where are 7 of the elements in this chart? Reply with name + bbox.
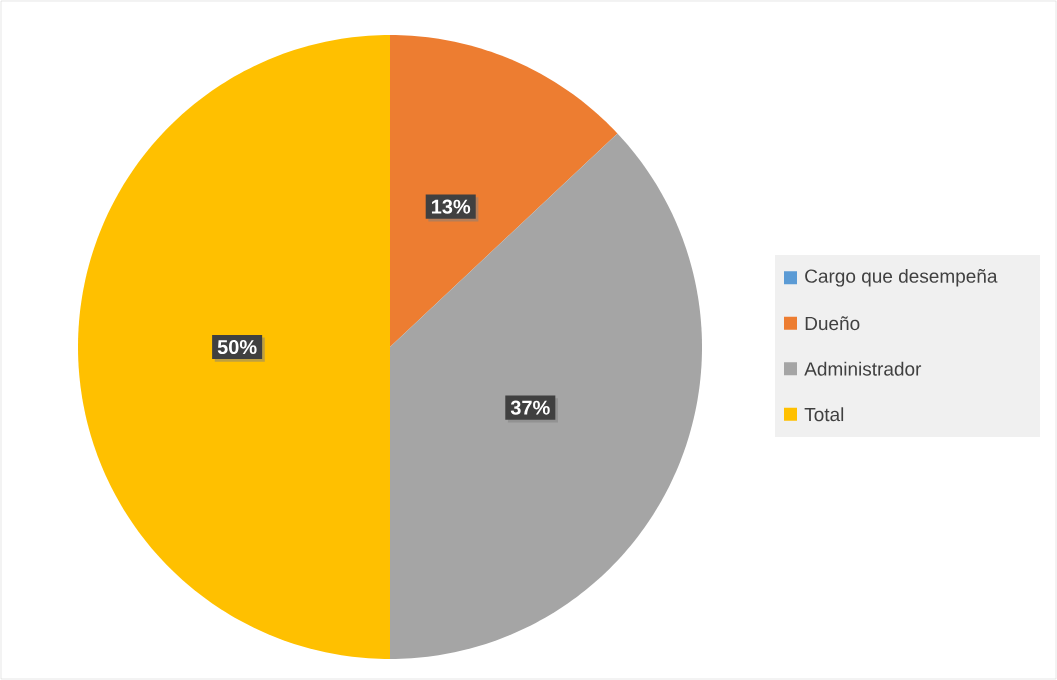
data-label: 13% bbox=[431, 199, 471, 214]
data-label: 50% bbox=[217, 339, 257, 355]
legend-label: Administrador bbox=[804, 361, 922, 376]
legend-label: Total bbox=[804, 407, 844, 422]
legend-label: Cargo que desempeña bbox=[805, 268, 998, 287]
legend-label: Dueño bbox=[805, 316, 860, 331]
data-label: 37% bbox=[510, 400, 550, 415]
